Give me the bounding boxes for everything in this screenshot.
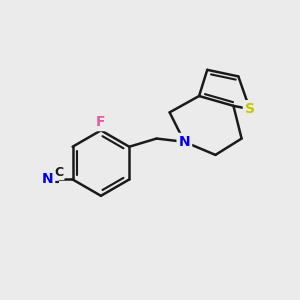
Text: N: N	[42, 172, 53, 186]
Text: N: N	[178, 135, 190, 149]
Text: S: S	[245, 102, 255, 116]
Text: C: C	[54, 166, 63, 179]
Text: F: F	[96, 115, 106, 129]
